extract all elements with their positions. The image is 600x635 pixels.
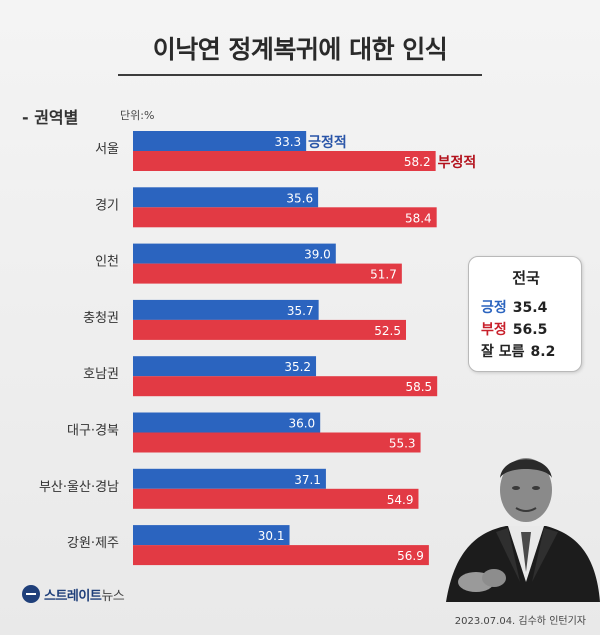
- category-label: 대구·경북: [67, 424, 119, 439]
- data-label-negative: 52.5: [374, 324, 401, 338]
- national-row-negative: 부정 56.5: [481, 319, 577, 339]
- news-logo: 스트레이트뉴스: [22, 584, 125, 604]
- data-label-positive: 37.1: [294, 473, 321, 487]
- bar-positive: [133, 131, 307, 151]
- bar-positive: [133, 468, 326, 489]
- data-label-negative: 58.4: [405, 211, 432, 225]
- data-label-negative: 56.9: [397, 549, 424, 563]
- bar-positive: [133, 243, 336, 264]
- national-summary-title: 전국: [512, 269, 540, 287]
- logo-main: 스트레이트: [44, 588, 102, 604]
- data-label-negative: 55.3: [389, 437, 416, 451]
- category-label: 경기: [95, 198, 119, 213]
- unit-label: 단위:%: [120, 109, 155, 122]
- credit-line: 2023.07.04. 김수하 인턴기자: [454, 616, 586, 627]
- bar-negative: [133, 319, 406, 340]
- bar-negative: [133, 545, 429, 566]
- legend-positive: 긍정적: [308, 134, 347, 151]
- national-unknown-label: 잘 모름: [481, 344, 525, 360]
- bar-negative: [133, 263, 402, 284]
- section-label: - 권역별: [22, 108, 79, 127]
- national-negative-label: 부정: [481, 322, 507, 338]
- data-label-positive: 30.1: [258, 529, 285, 543]
- bar-positive: [133, 299, 319, 320]
- bar-negative: [133, 432, 421, 453]
- category-label: 충청권: [83, 311, 119, 326]
- bar-positive: [133, 187, 319, 208]
- category-label: 부산·울산·경남: [39, 480, 119, 495]
- category-label: 인천: [95, 255, 119, 270]
- national-negative-value: 56.5: [512, 322, 548, 338]
- data-label-positive: 39.0: [304, 248, 331, 262]
- logo-sub: 뉴스: [101, 588, 125, 604]
- data-label-negative: 54.9: [387, 493, 414, 507]
- data-label-negative: 58.5: [405, 380, 432, 394]
- page-title: 이낙연 정계복귀에 대한 인식: [152, 35, 448, 64]
- data-label-positive: 35.2: [284, 360, 311, 374]
- bar-positive: [133, 412, 321, 433]
- category-label: 호남권: [83, 367, 119, 382]
- national-unknown-value: 8.2: [530, 344, 556, 360]
- data-label-negative: 58.2: [404, 155, 431, 169]
- category-label: 서울: [95, 142, 119, 157]
- bar-negative: [133, 488, 419, 509]
- national-positive-label: 긍정: [481, 300, 507, 316]
- data-label-positive: 35.6: [286, 191, 313, 205]
- data-label-negative: 51.7: [370, 268, 397, 282]
- logo-icon: [22, 585, 40, 603]
- national-positive-value: 35.4: [512, 300, 548, 316]
- data-label-positive: 36.0: [288, 417, 315, 431]
- bar-positive: [133, 356, 317, 377]
- legend-negative: 부정적: [438, 154, 477, 171]
- title-underline: [118, 74, 482, 76]
- bar-positive: [133, 525, 290, 546]
- logo-text: 스트레이트뉴스: [44, 585, 125, 604]
- bar-negative: [133, 151, 436, 171]
- bar-negative: [133, 376, 438, 397]
- bar-negative: [133, 207, 437, 228]
- data-label-positive: 33.3: [274, 135, 301, 149]
- national-summary-box: 전국 긍정 35.4 부정 56.5 잘 모름 8.2: [468, 256, 582, 372]
- data-label-positive: 35.7: [287, 304, 314, 318]
- national-row-positive: 긍정 35.4: [481, 297, 577, 317]
- national-row-unknown: 잘 모름 8.2: [481, 341, 577, 361]
- politician-photo: [446, 458, 600, 602]
- category-label: 강원·제주: [67, 536, 119, 551]
